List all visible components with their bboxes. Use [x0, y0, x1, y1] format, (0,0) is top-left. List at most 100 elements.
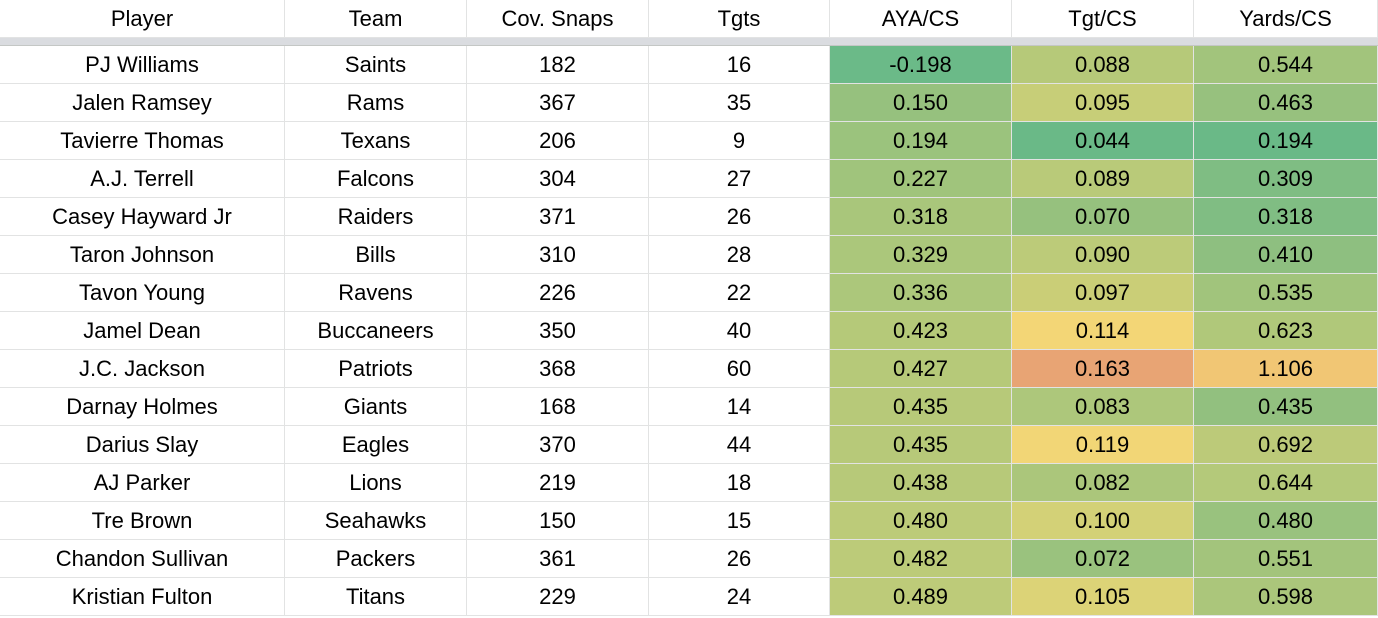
aya-cs-cell[interactable]: 0.435 [830, 388, 1012, 426]
yards-cs-cell[interactable]: 0.435 [1194, 388, 1378, 426]
cov-snaps-cell[interactable]: 367 [467, 84, 649, 122]
cov-snaps-cell[interactable]: 182 [467, 46, 649, 84]
player-cell[interactable]: Kristian Fulton [0, 578, 285, 616]
team-cell[interactable]: Lions [285, 464, 467, 502]
cov-snaps-cell[interactable]: 371 [467, 198, 649, 236]
header-team[interactable]: Team [285, 0, 467, 38]
header-aya-cs[interactable]: AYA/CS [830, 0, 1012, 38]
tgts-cell[interactable]: 18 [649, 464, 830, 502]
player-cell[interactable]: Taron Johnson [0, 236, 285, 274]
header-player[interactable]: Player [0, 0, 285, 38]
aya-cs-cell[interactable]: 0.482 [830, 540, 1012, 578]
tgts-cell[interactable]: 26 [649, 540, 830, 578]
team-cell[interactable]: Seahawks [285, 502, 467, 540]
tgt-cs-cell[interactable]: 0.105 [1012, 578, 1194, 616]
tgts-cell[interactable]: 15 [649, 502, 830, 540]
team-cell[interactable]: Buccaneers [285, 312, 467, 350]
tgt-cs-cell[interactable]: 0.089 [1012, 160, 1194, 198]
tgt-cs-cell[interactable]: 0.083 [1012, 388, 1194, 426]
player-cell[interactable]: Tavon Young [0, 274, 285, 312]
aya-cs-cell[interactable]: 0.438 [830, 464, 1012, 502]
yards-cs-cell[interactable]: 0.318 [1194, 198, 1378, 236]
tgt-cs-cell[interactable]: 0.119 [1012, 426, 1194, 464]
aya-cs-cell[interactable]: 0.194 [830, 122, 1012, 160]
yards-cs-cell[interactable]: 0.544 [1194, 46, 1378, 84]
yards-cs-cell[interactable]: 0.410 [1194, 236, 1378, 274]
team-cell[interactable]: Bills [285, 236, 467, 274]
yards-cs-cell[interactable]: 0.623 [1194, 312, 1378, 350]
tgt-cs-cell[interactable]: 0.114 [1012, 312, 1194, 350]
team-cell[interactable]: Saints [285, 46, 467, 84]
header-tgts[interactable]: Tgts [649, 0, 830, 38]
yards-cs-cell[interactable]: 0.480 [1194, 502, 1378, 540]
aya-cs-cell[interactable]: 0.489 [830, 578, 1012, 616]
tgts-cell[interactable]: 9 [649, 122, 830, 160]
tgt-cs-cell[interactable]: 0.100 [1012, 502, 1194, 540]
cov-snaps-cell[interactable]: 219 [467, 464, 649, 502]
team-cell[interactable]: Texans [285, 122, 467, 160]
header-yards-cs[interactable]: Yards/CS [1194, 0, 1378, 38]
tgts-cell[interactable]: 44 [649, 426, 830, 464]
aya-cs-cell[interactable]: 0.480 [830, 502, 1012, 540]
player-cell[interactable]: Jamel Dean [0, 312, 285, 350]
tgt-cs-cell[interactable]: 0.090 [1012, 236, 1194, 274]
header-cov-snaps[interactable]: Cov. Snaps [467, 0, 649, 38]
yards-cs-cell[interactable]: 0.535 [1194, 274, 1378, 312]
tgt-cs-cell[interactable]: 0.095 [1012, 84, 1194, 122]
cov-snaps-cell[interactable]: 206 [467, 122, 649, 160]
tgts-cell[interactable]: 16 [649, 46, 830, 84]
tgts-cell[interactable]: 60 [649, 350, 830, 388]
cov-snaps-cell[interactable]: 370 [467, 426, 649, 464]
cov-snaps-cell[interactable]: 229 [467, 578, 649, 616]
aya-cs-cell[interactable]: 0.336 [830, 274, 1012, 312]
player-cell[interactable]: A.J. Terrell [0, 160, 285, 198]
aya-cs-cell[interactable]: -0.198 [830, 46, 1012, 84]
team-cell[interactable]: Titans [285, 578, 467, 616]
player-cell[interactable]: Jalen Ramsey [0, 84, 285, 122]
team-cell[interactable]: Falcons [285, 160, 467, 198]
player-cell[interactable]: Darius Slay [0, 426, 285, 464]
player-cell[interactable]: Casey Hayward Jr [0, 198, 285, 236]
team-cell[interactable]: Rams [285, 84, 467, 122]
tgts-cell[interactable]: 22 [649, 274, 830, 312]
aya-cs-cell[interactable]: 0.329 [830, 236, 1012, 274]
aya-cs-cell[interactable]: 0.435 [830, 426, 1012, 464]
player-cell[interactable]: Chandon Sullivan [0, 540, 285, 578]
player-cell[interactable]: Darnay Holmes [0, 388, 285, 426]
tgt-cs-cell[interactable]: 0.070 [1012, 198, 1194, 236]
cov-snaps-cell[interactable]: 168 [467, 388, 649, 426]
cov-snaps-cell[interactable]: 226 [467, 274, 649, 312]
team-cell[interactable]: Giants [285, 388, 467, 426]
tgts-cell[interactable]: 28 [649, 236, 830, 274]
aya-cs-cell[interactable]: 0.150 [830, 84, 1012, 122]
team-cell[interactable]: Raiders [285, 198, 467, 236]
cov-snaps-cell[interactable]: 150 [467, 502, 649, 540]
tgt-cs-cell[interactable]: 0.088 [1012, 46, 1194, 84]
tgt-cs-cell[interactable]: 0.082 [1012, 464, 1194, 502]
team-cell[interactable]: Ravens [285, 274, 467, 312]
yards-cs-cell[interactable]: 0.463 [1194, 84, 1378, 122]
team-cell[interactable]: Patriots [285, 350, 467, 388]
frozen-row-divider[interactable] [0, 38, 1378, 46]
tgts-cell[interactable]: 27 [649, 160, 830, 198]
player-cell[interactable]: PJ Williams [0, 46, 285, 84]
player-cell[interactable]: Tre Brown [0, 502, 285, 540]
aya-cs-cell[interactable]: 0.318 [830, 198, 1012, 236]
yards-cs-cell[interactable]: 1.106 [1194, 350, 1378, 388]
tgts-cell[interactable]: 26 [649, 198, 830, 236]
tgt-cs-cell[interactable]: 0.044 [1012, 122, 1194, 160]
header-tgt-cs[interactable]: Tgt/CS [1012, 0, 1194, 38]
yards-cs-cell[interactable]: 0.194 [1194, 122, 1378, 160]
tgt-cs-cell[interactable]: 0.163 [1012, 350, 1194, 388]
tgt-cs-cell[interactable]: 0.097 [1012, 274, 1194, 312]
yards-cs-cell[interactable]: 0.598 [1194, 578, 1378, 616]
yards-cs-cell[interactable]: 0.551 [1194, 540, 1378, 578]
aya-cs-cell[interactable]: 0.427 [830, 350, 1012, 388]
aya-cs-cell[interactable]: 0.423 [830, 312, 1012, 350]
yards-cs-cell[interactable]: 0.309 [1194, 160, 1378, 198]
team-cell[interactable]: Packers [285, 540, 467, 578]
cov-snaps-cell[interactable]: 304 [467, 160, 649, 198]
yards-cs-cell[interactable]: 0.644 [1194, 464, 1378, 502]
cov-snaps-cell[interactable]: 368 [467, 350, 649, 388]
tgts-cell[interactable]: 40 [649, 312, 830, 350]
